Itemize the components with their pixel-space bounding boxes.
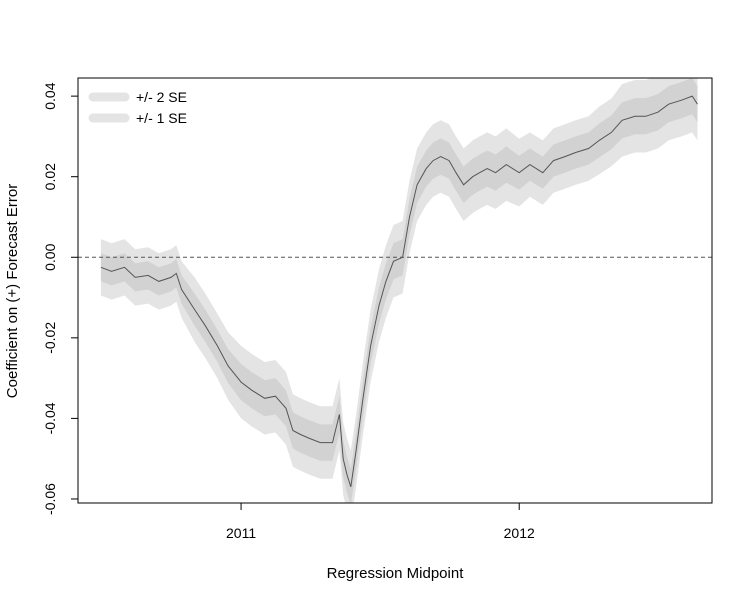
y-tick-label: -0.04 [42, 402, 58, 434]
y-axis: -0.06 -0.04 -0.02 0.00 0.02 0.04 [42, 82, 78, 515]
legend-label-1se: +/- 1 SE [136, 110, 187, 126]
band-1se [100, 78, 698, 503]
x-axis: 2011 2012 [226, 502, 535, 541]
x-tick-label: 2012 [504, 525, 535, 541]
y-tick-label: 0.00 [42, 243, 58, 270]
legend-label-2se: +/- 2 SE [136, 89, 187, 105]
y-tick-label: 0.02 [42, 163, 58, 190]
y-tick-label: 0.04 [42, 82, 58, 109]
x-axis-label: Regression Midpoint [327, 565, 465, 582]
x-tick-label: 2011 [226, 525, 256, 541]
legend: +/- 2 SE +/- 1 SE [88, 89, 187, 126]
y-axis-label: Coefficient on (+) Forecast Error [4, 184, 21, 398]
y-tick-label: -0.06 [42, 483, 58, 515]
series-line [100, 95, 698, 488]
error-bands [100, 78, 698, 503]
y-tick-label: -0.02 [42, 322, 58, 354]
